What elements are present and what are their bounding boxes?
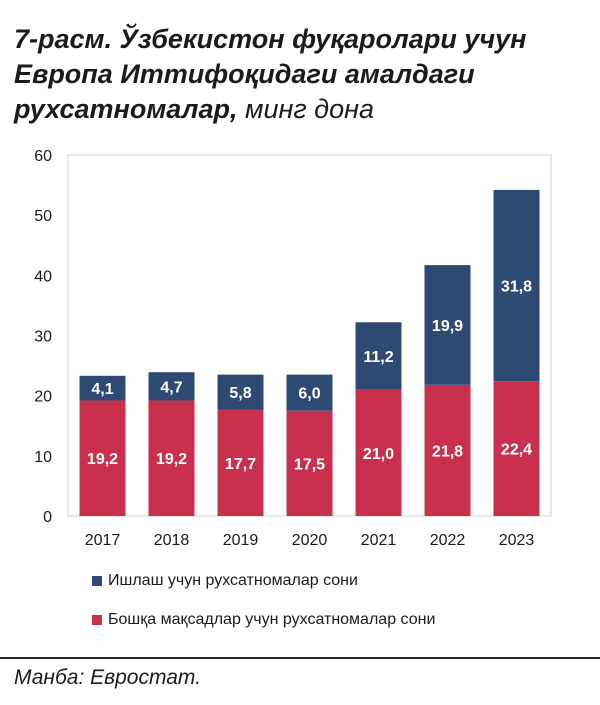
y-tick-label: 30 bbox=[34, 329, 52, 346]
data-label-work: 31,8 bbox=[501, 279, 532, 296]
source-note: Манба: Евростат. bbox=[14, 666, 201, 689]
x-tick-label: 2020 bbox=[292, 532, 328, 549]
bar-work bbox=[493, 189, 540, 382]
data-label-other: 19,2 bbox=[87, 451, 118, 468]
data-label-other: 21,8 bbox=[432, 443, 463, 460]
bar-work bbox=[217, 374, 264, 410]
data-label-work: 4,1 bbox=[91, 381, 113, 398]
data-label-other: 17,5 bbox=[294, 456, 325, 473]
y-tick-label: 0 bbox=[43, 509, 52, 526]
bar-work bbox=[286, 374, 333, 411]
data-label-work: 6,0 bbox=[298, 386, 320, 403]
divider bbox=[0, 657, 600, 659]
y-tick-label: 10 bbox=[34, 449, 52, 466]
legend-swatch-other bbox=[92, 615, 102, 625]
x-tick-label: 2022 bbox=[430, 532, 466, 549]
x-tick-label: 2019 bbox=[223, 532, 259, 549]
bar-work bbox=[424, 265, 471, 385]
stacked-bar-chart: 0 10 20 30 40 50 60 19,2 4,1 2017 19,2 4,7 2018 17,7 5… bbox=[34, 148, 552, 549]
x-tick-label: 2018 bbox=[154, 532, 190, 549]
bar-work bbox=[79, 375, 126, 401]
chart-title-unit: минг дона bbox=[244, 94, 374, 124]
x-tick-label: 2021 bbox=[361, 532, 397, 549]
bar-other bbox=[79, 400, 126, 516]
legend-item-other: Бошқа мақсадлар учун рухсатномалар сони bbox=[92, 611, 435, 629]
chart-title-main: 7-расм. Ўзбекистон фуқаролари учун Европ… bbox=[14, 24, 527, 124]
bar-other bbox=[148, 400, 195, 516]
bar-other bbox=[217, 409, 264, 516]
y-tick-label: 20 bbox=[34, 389, 52, 406]
data-label-work: 11,2 bbox=[363, 349, 393, 366]
bar-work bbox=[355, 322, 402, 390]
x-tick-label: 2023 bbox=[499, 532, 535, 549]
bar-other bbox=[286, 410, 333, 516]
y-tick-label: 40 bbox=[34, 268, 52, 285]
chart-title: 7-расм. Ўзбекистон фуқаролари учун Европ… bbox=[14, 22, 584, 127]
bar-other bbox=[355, 389, 402, 516]
legend-swatch-work bbox=[92, 576, 102, 586]
data-label-other: 19,2 bbox=[156, 451, 187, 468]
data-label-work: 4,7 bbox=[160, 379, 182, 396]
legend-label-work: Ишлаш учун рухсатномалар сони bbox=[108, 572, 358, 589]
y-tick-label: 60 bbox=[34, 148, 52, 165]
bar-other bbox=[493, 381, 540, 516]
data-label-other: 22,4 bbox=[501, 442, 532, 459]
bar-work bbox=[148, 372, 195, 401]
bar-other bbox=[424, 384, 471, 516]
data-label-other: 17,7 bbox=[225, 456, 256, 473]
data-label-other: 21,0 bbox=[363, 446, 394, 463]
x-tick-label: 2017 bbox=[85, 532, 121, 549]
data-label-work: 5,8 bbox=[229, 385, 251, 402]
data-label-work: 19,9 bbox=[432, 318, 463, 335]
legend-label-other: Бошқа мақсадлар учун рухсатномалар сони bbox=[108, 611, 436, 628]
y-tick-label: 50 bbox=[34, 208, 52, 225]
legend-item-work: Ишлаш учун рухсатномалар сони bbox=[92, 572, 358, 590]
